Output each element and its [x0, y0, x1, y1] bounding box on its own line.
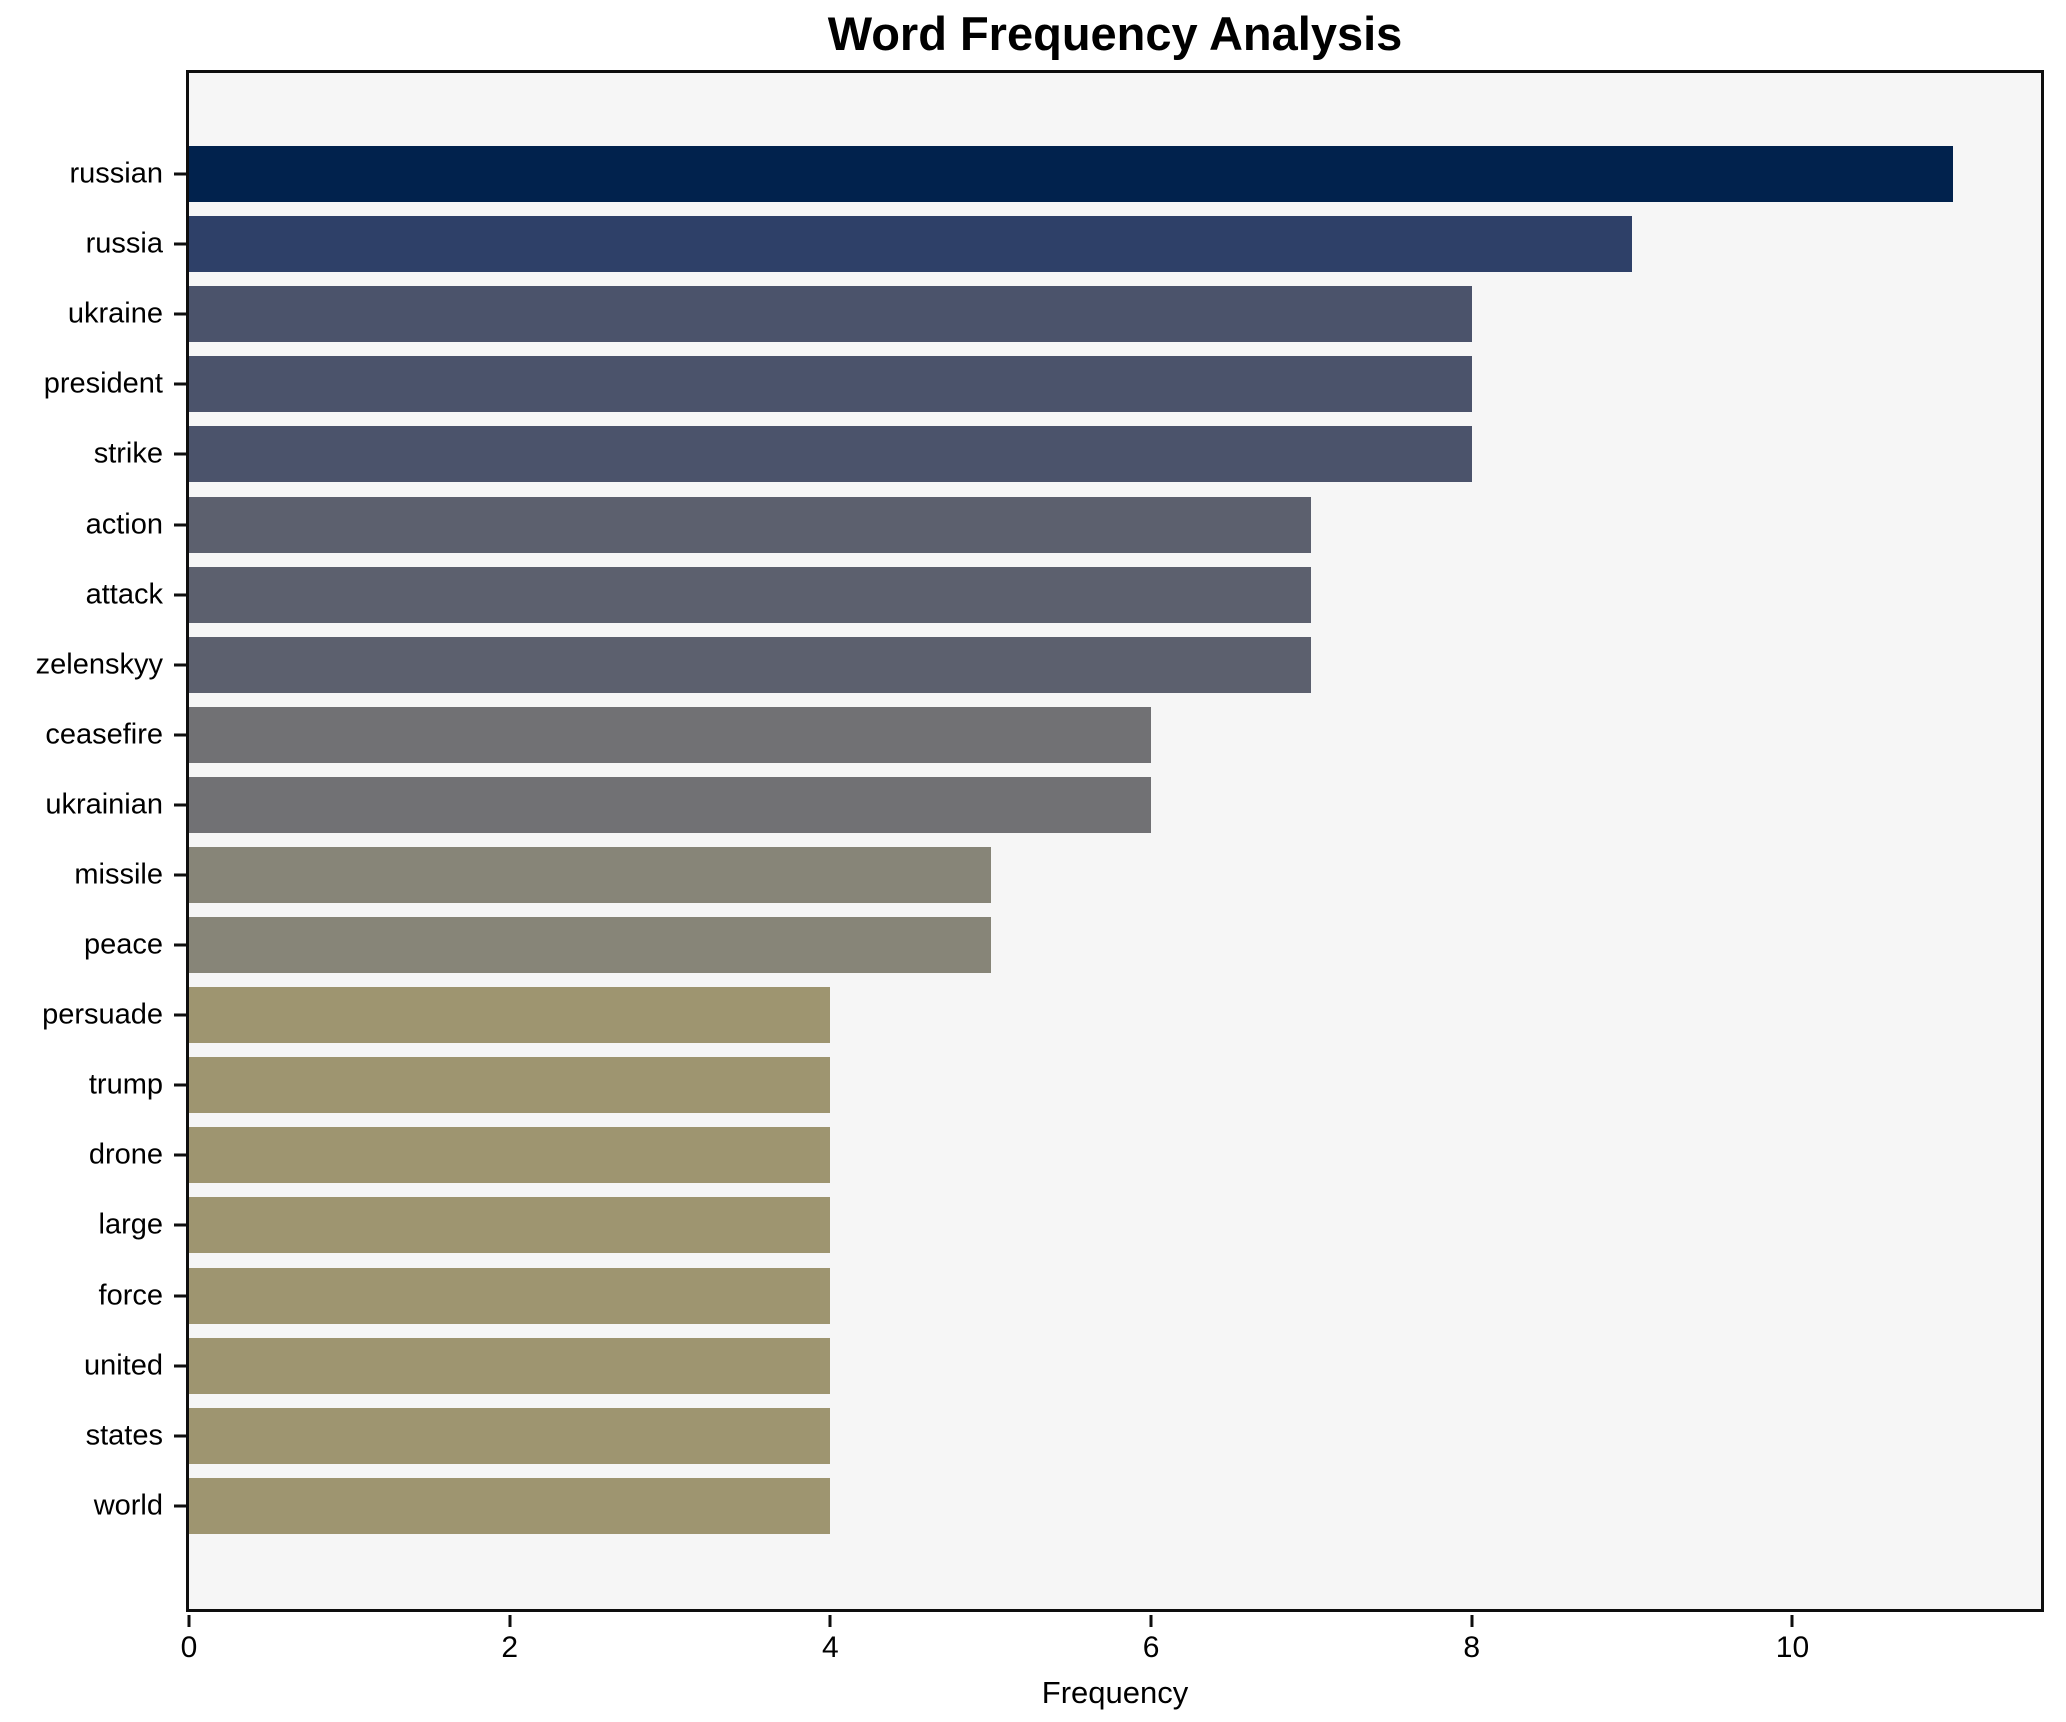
bar-row: strike	[94, 419, 2041, 489]
bar-row: zelenskyy	[36, 630, 2041, 700]
y-tick-label: strike	[93, 437, 163, 470]
bars-container: russian russia ukraine president strike actio…	[36, 73, 2041, 1609]
y-tick-label: ceasefire	[45, 718, 163, 751]
x-axis-label: Frequency	[1041, 1675, 1189, 1710]
y-tick-label: russian	[69, 157, 164, 190]
y-tick-label: force	[98, 1279, 163, 1312]
bar-states	[189, 1407, 831, 1464]
y-tick-label: ukraine	[67, 297, 163, 330]
y-tick-mark	[174, 733, 186, 737]
y-tick-mark	[174, 803, 186, 807]
bar-row: ukrainian	[45, 770, 2041, 840]
bar-row: russia	[86, 209, 2041, 279]
bar-persuade	[189, 987, 831, 1044]
bar-russian	[189, 146, 1953, 203]
bar-russia	[189, 216, 1633, 273]
bar-zelenskyy	[189, 636, 1312, 693]
y-tick-mark	[174, 312, 186, 316]
chart-title: Word Frequency Analysis	[827, 7, 1403, 60]
x-tick-label: 10	[1775, 1631, 1810, 1664]
y-tick-mark	[174, 1153, 186, 1157]
y-tick-label: action	[85, 508, 163, 541]
bar-world	[189, 1477, 831, 1534]
y-tick-label: states	[85, 1419, 163, 1452]
y-tick-label: united	[83, 1349, 163, 1382]
bar-row: trump	[89, 1050, 2041, 1120]
bar-row: persuade	[42, 980, 2041, 1050]
y-tick-label: world	[93, 1489, 163, 1522]
y-tick-mark	[174, 523, 186, 527]
y-tick-mark	[174, 593, 186, 597]
bar-attack	[189, 566, 1312, 623]
bar-row: force	[99, 1261, 2041, 1331]
y-tick-label: president	[43, 367, 163, 400]
y-tick-label: large	[98, 1208, 164, 1241]
y-tick-mark	[174, 1083, 186, 1087]
y-tick-mark	[174, 172, 186, 176]
y-tick-mark	[174, 242, 186, 246]
bar-row: ceasefire	[45, 700, 2041, 770]
bar-row: large	[99, 1190, 2041, 1260]
bar-ukrainian	[189, 776, 1152, 833]
bar-action	[189, 496, 1312, 553]
bar-strike	[189, 426, 1472, 483]
y-tick-label: trump	[88, 1068, 163, 1101]
x-tick-mark	[1470, 1615, 1474, 1627]
bar-united	[189, 1337, 831, 1394]
bar-row: missile	[74, 840, 2041, 910]
bar-missile	[189, 846, 991, 903]
bar-ukraine	[189, 286, 1472, 343]
y-tick-label: ukrainian	[45, 788, 163, 821]
bar-drone	[189, 1127, 831, 1184]
y-tick-label: attack	[85, 578, 163, 611]
x-tick-mark	[508, 1615, 512, 1627]
y-tick-mark	[174, 1013, 186, 1017]
x-tick-label: 2	[501, 1631, 519, 1664]
bar-row: action	[86, 489, 2041, 559]
x-tick-label: 8	[1463, 1631, 1481, 1664]
y-tick-mark	[174, 943, 186, 947]
bar-row: ukraine	[68, 279, 2041, 349]
x-tick-mark	[187, 1615, 191, 1627]
bar-row: president	[44, 349, 2041, 419]
bar-row: attack	[86, 560, 2041, 630]
bar-trump	[189, 1057, 831, 1114]
x-tick-label: 0	[180, 1631, 198, 1664]
bar-row: peace	[84, 910, 2041, 980]
bar-row: world	[94, 1471, 2041, 1541]
y-tick-mark	[174, 452, 186, 456]
y-tick-mark	[174, 1223, 186, 1227]
x-tick-label: 4	[822, 1631, 839, 1664]
bar-row: states	[86, 1401, 2041, 1471]
y-tick-mark	[174, 663, 186, 667]
bar-force	[189, 1267, 831, 1324]
x-tick-mark	[1149, 1615, 1153, 1627]
y-tick-mark	[174, 1504, 186, 1508]
y-tick-label: zelenskyy	[35, 648, 163, 681]
y-tick-label: drone	[88, 1138, 163, 1171]
y-tick-mark	[174, 382, 186, 386]
y-tick-mark	[174, 1364, 186, 1368]
bar-ceasefire	[189, 706, 1152, 763]
y-tick-mark	[174, 873, 186, 877]
bar-row: drone	[89, 1120, 2041, 1190]
bar-row: united	[84, 1331, 2041, 1401]
y-tick-label: russia	[85, 227, 163, 260]
bar-row: russian	[70, 139, 2041, 209]
y-tick-label: missile	[74, 858, 163, 891]
x-tick-label: 6	[1142, 1631, 1160, 1664]
y-tick-mark	[174, 1434, 186, 1438]
y-tick-label: persuade	[42, 998, 163, 1031]
x-tick-mark	[828, 1615, 832, 1627]
x-tick-mark	[1790, 1615, 1794, 1627]
bar-peace	[189, 917, 991, 974]
plot-area: russian russia ukraine president strike actio…	[36, 70, 2044, 1710]
y-tick-label: peace	[83, 928, 163, 961]
bar-large	[189, 1197, 831, 1254]
y-tick-mark	[174, 1294, 186, 1298]
bar-president	[189, 356, 1472, 413]
